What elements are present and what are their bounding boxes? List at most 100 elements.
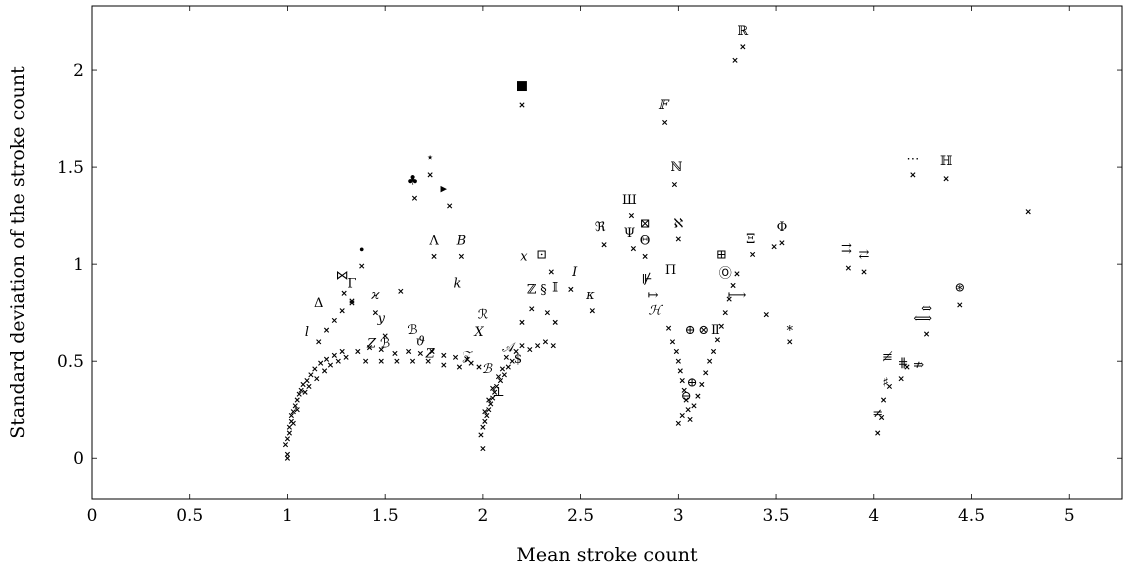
symbol-label: ℝ <box>737 24 749 39</box>
data-point <box>513 348 519 355</box>
symbol-label: ♣ <box>407 174 419 189</box>
data-point <box>679 378 685 384</box>
symbol-label: ↦ <box>647 288 658 303</box>
symbol-label: ⊕ <box>685 323 696 338</box>
data-point <box>302 389 308 395</box>
data-point <box>875 430 881 436</box>
data-point <box>490 385 496 391</box>
data-point <box>879 414 885 421</box>
data-point <box>343 354 349 360</box>
data-point <box>509 358 515 364</box>
x-tick-label: 5 <box>1064 506 1075 526</box>
data-point <box>957 302 963 308</box>
data-point <box>722 310 728 316</box>
data-point <box>290 420 296 426</box>
data-point <box>519 319 525 325</box>
data-point <box>429 348 435 355</box>
data-point <box>292 403 298 409</box>
data-point <box>355 348 361 355</box>
data-point <box>732 57 738 63</box>
data-point <box>779 240 785 246</box>
x-tick-label: 4 <box>868 506 879 526</box>
data-point <box>478 432 484 438</box>
data-point <box>331 317 337 324</box>
data-point <box>943 176 949 182</box>
data-point <box>441 362 447 368</box>
symbol-label: $ <box>514 352 522 367</box>
symbol-label: Φ <box>777 220 788 235</box>
data-point <box>431 253 437 259</box>
data-point <box>480 424 486 430</box>
data-point <box>480 445 486 452</box>
data-point <box>425 358 431 364</box>
symbol-label: ⊛ <box>954 280 965 295</box>
data-point <box>685 407 691 413</box>
symbol-label: ℛ <box>478 307 488 322</box>
data-point <box>695 393 701 399</box>
symbol-label: ⇉ <box>841 242 852 257</box>
data-point <box>482 409 488 415</box>
data-point <box>458 253 464 259</box>
data-point <box>409 358 416 364</box>
symbol-label: ℜ <box>595 220 606 235</box>
data-point <box>359 263 365 269</box>
data-point <box>691 403 697 409</box>
x-tick-label: 2 <box>477 506 488 526</box>
data-point <box>378 346 384 353</box>
symbol-label: ℵ <box>673 216 683 231</box>
data-point <box>300 381 306 388</box>
symbol-label: Δ <box>314 296 323 311</box>
data-point <box>394 358 400 364</box>
data-point <box>628 213 635 219</box>
data-point <box>730 282 736 289</box>
symbol-label: ⋕ <box>898 356 909 371</box>
data-point <box>456 364 463 370</box>
symbol-label: 𝔽 <box>658 98 670 113</box>
symbol-label: Ξ <box>746 232 755 247</box>
data-point <box>550 343 556 349</box>
data-point <box>503 354 509 360</box>
symbol-label: Ψ <box>624 226 635 241</box>
data-point <box>544 310 550 316</box>
data-point <box>535 343 541 349</box>
data-point <box>349 300 355 306</box>
data-point <box>284 451 291 457</box>
symbol-label: ⋯ <box>906 152 919 167</box>
plot-frame <box>91 5 1123 500</box>
data-point <box>372 310 378 316</box>
symbol-label: ⋆ <box>426 150 434 165</box>
data-point <box>681 387 687 393</box>
data-point <box>527 346 533 353</box>
data-point <box>923 331 930 337</box>
x-axis-title: Mean stroke count <box>516 544 698 566</box>
data-point <box>493 383 500 390</box>
data-point <box>665 325 672 331</box>
data-point <box>710 348 717 355</box>
symbol-label: ℋ <box>648 304 663 319</box>
symbol-label: ⊗ <box>698 323 709 338</box>
data-point <box>488 401 494 407</box>
data-point <box>366 345 373 351</box>
data-point <box>861 269 867 275</box>
data-point <box>316 339 322 345</box>
data-point <box>662 119 668 126</box>
plot-axes <box>91 5 1123 500</box>
symbol-label: ⊞ <box>716 247 727 262</box>
y-axis-ticks: 0 0.5 1 1.5 2 <box>57 61 1122 469</box>
data-point <box>910 172 916 178</box>
symbol-label: Z <box>366 337 377 352</box>
data-point <box>718 323 724 329</box>
data-point <box>286 430 292 436</box>
data-point <box>763 312 769 318</box>
symbol-label: ♯ <box>882 375 888 390</box>
symbol-label: Ⅱ <box>711 323 720 338</box>
data-point <box>323 356 330 362</box>
data-point <box>327 362 334 368</box>
data-point <box>589 308 595 314</box>
data-point <box>476 364 482 370</box>
data-point <box>726 296 732 302</box>
data-point <box>486 397 492 403</box>
data-point <box>707 358 713 364</box>
